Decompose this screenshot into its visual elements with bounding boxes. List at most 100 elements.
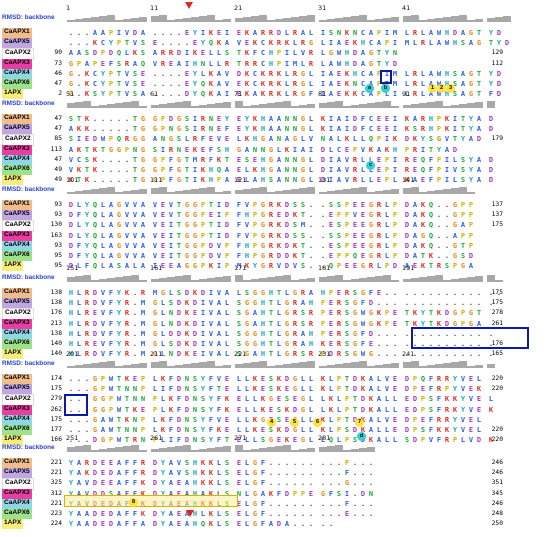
residue: E xyxy=(360,252,366,260)
residue: V xyxy=(244,221,250,230)
residue: E xyxy=(292,436,298,445)
residue: K xyxy=(244,90,250,99)
residue: V xyxy=(216,289,222,297)
residue: K xyxy=(444,115,450,123)
residue: P xyxy=(108,90,114,99)
rmsd-bar xyxy=(307,15,315,22)
species-label: 1APX xyxy=(2,349,24,360)
residue: P xyxy=(344,395,350,404)
residue: . xyxy=(68,405,74,414)
residue: K xyxy=(252,415,258,424)
row-end-number xyxy=(485,28,503,38)
residue: S xyxy=(216,145,222,154)
residue: P xyxy=(468,211,474,220)
rmsd-bar xyxy=(251,279,259,282)
residue: E xyxy=(360,201,366,209)
residue: K xyxy=(420,262,426,271)
rmsd-bar xyxy=(243,189,251,194)
rmsd-bar xyxy=(495,17,503,22)
residue: V xyxy=(460,426,466,434)
residue: L xyxy=(308,436,314,445)
residue: . xyxy=(100,166,106,174)
residue: I xyxy=(168,252,174,260)
ruler-number: 1 xyxy=(66,4,71,12)
residue: W xyxy=(336,59,342,68)
residue: S xyxy=(300,201,306,209)
residue: . xyxy=(68,385,74,394)
residue: W xyxy=(436,29,442,37)
residue: M xyxy=(300,221,306,230)
residue: H xyxy=(428,115,434,123)
residue: G xyxy=(116,201,122,209)
residue: T xyxy=(208,231,214,240)
residue: A xyxy=(84,510,90,518)
residue: T xyxy=(300,211,306,220)
residue: P xyxy=(376,80,382,88)
residue: Y xyxy=(192,69,198,78)
residue: L xyxy=(244,176,250,185)
residue: K xyxy=(444,125,450,134)
rmsd-bar xyxy=(215,366,223,368)
residue: R xyxy=(412,69,418,78)
residue: I xyxy=(392,166,398,174)
rmsd-bar xyxy=(267,20,275,22)
rmsd-bar xyxy=(251,449,259,452)
row-end-number: 175 xyxy=(491,289,503,296)
residue: . xyxy=(168,80,174,88)
residue: G xyxy=(260,289,266,297)
residue: . xyxy=(328,510,334,518)
residue: E xyxy=(140,80,146,88)
residue: E xyxy=(404,395,410,404)
residue: K xyxy=(328,395,334,404)
rmsd-bar xyxy=(107,104,115,108)
residue: Q xyxy=(200,90,206,99)
residue: G xyxy=(368,241,374,250)
residue: . xyxy=(336,510,342,518)
residue: . xyxy=(488,299,494,308)
residue: D xyxy=(320,145,326,154)
residue: . xyxy=(436,299,442,308)
residue: K xyxy=(320,385,326,394)
residue: W xyxy=(100,135,106,144)
residue: . xyxy=(160,29,166,37)
residue: V xyxy=(384,385,390,394)
residue: A xyxy=(368,375,374,383)
residue: . xyxy=(452,350,458,359)
residue: E xyxy=(468,385,474,394)
rmsd-bar xyxy=(91,17,99,22)
residue: . xyxy=(284,499,290,508)
rmsd-bar xyxy=(91,450,99,452)
residue: K xyxy=(140,510,146,518)
residue: G xyxy=(252,510,258,518)
residue: . xyxy=(436,289,442,297)
residue: E xyxy=(284,415,290,424)
alignment-block: 51 61 71 81 91 RMSD: backbone CaAPX1 47 S T K.....… xyxy=(0,90,550,193)
residue: A xyxy=(412,241,418,250)
rmsd-bar xyxy=(335,445,343,452)
residue: V xyxy=(292,262,298,271)
rmsd-bar xyxy=(175,446,183,452)
residue: G xyxy=(192,252,198,260)
residue: L xyxy=(236,426,242,434)
residue: N xyxy=(236,489,242,498)
residue: V xyxy=(460,415,466,424)
residue: K xyxy=(184,329,190,338)
row-end-number: 175 xyxy=(491,221,503,229)
row-end-number: 220 xyxy=(491,436,503,444)
residue: P xyxy=(344,221,350,230)
row-end-number: 278 xyxy=(491,309,503,317)
residue: K xyxy=(284,145,290,154)
residue: T xyxy=(476,309,482,318)
residue: H xyxy=(268,49,274,58)
rmsd-bar xyxy=(307,187,315,194)
residue: G xyxy=(176,125,182,134)
rmsd-bar xyxy=(223,276,231,282)
rmsd-bar xyxy=(403,362,411,368)
rmsd-bar xyxy=(283,190,291,194)
residue: R xyxy=(336,299,342,308)
residue: . xyxy=(308,211,314,220)
residue: S xyxy=(84,155,90,164)
rmsd-bar xyxy=(75,365,83,368)
residue: P xyxy=(100,385,106,394)
residue: E xyxy=(384,125,390,134)
